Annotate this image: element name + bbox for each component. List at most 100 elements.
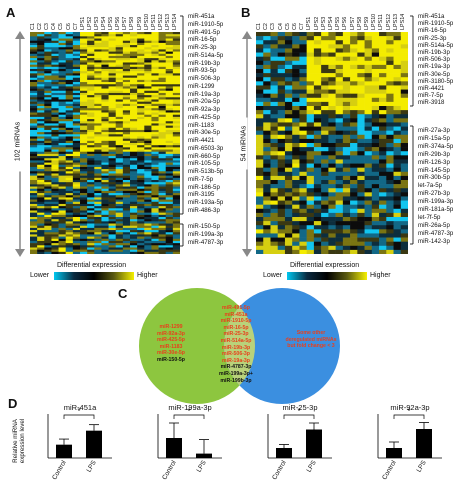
heatmap-cell bbox=[158, 119, 167, 122]
heatmap-cell bbox=[130, 34, 138, 37]
heatmap-cell bbox=[342, 89, 351, 94]
bar bbox=[166, 438, 182, 458]
heatmap-cell bbox=[130, 99, 138, 102]
heatmap-cell bbox=[328, 159, 336, 164]
heatmap-cell bbox=[65, 47, 74, 50]
heatmap-cell bbox=[115, 53, 124, 57]
heatmap-cell bbox=[393, 114, 402, 119]
heatmap-cell bbox=[158, 36, 167, 39]
heatmap-cell bbox=[321, 225, 329, 230]
heatmap-cell bbox=[137, 217, 145, 220]
heatmap-cell bbox=[144, 108, 152, 111]
heatmap-cell bbox=[80, 249, 88, 253]
heatmap-cell bbox=[130, 125, 138, 129]
heatmap-cell bbox=[350, 56, 358, 62]
heatmap-cell bbox=[44, 219, 52, 222]
mirna-label: miR-30e-5p bbox=[418, 70, 450, 78]
heatmap-cell bbox=[335, 175, 344, 181]
heatmap-cell bbox=[101, 66, 109, 70]
heatmap-cell bbox=[144, 175, 152, 179]
heatmap-cell bbox=[87, 149, 95, 153]
heatmap-cell bbox=[80, 60, 88, 63]
heatmap-cell bbox=[115, 201, 124, 205]
heatmap-cell bbox=[321, 32, 329, 37]
heatmap-cell bbox=[130, 234, 138, 237]
heatmap-cell bbox=[37, 149, 45, 153]
heatmap-cell bbox=[65, 108, 74, 111]
heatmap-cell bbox=[72, 221, 81, 224]
heatmap-cell bbox=[165, 84, 174, 87]
heatmap-cell bbox=[44, 86, 52, 89]
heatmap-cell bbox=[80, 240, 88, 244]
heatmap-cell bbox=[357, 196, 365, 201]
heatmap-cell bbox=[94, 151, 102, 155]
heatmap-cell bbox=[44, 38, 52, 42]
heatmap-cell bbox=[108, 180, 117, 183]
heatmap-cell bbox=[328, 163, 336, 168]
heatmap-cell bbox=[94, 51, 102, 55]
heatmap-cell bbox=[87, 62, 95, 65]
heatmap-cell bbox=[80, 45, 88, 48]
heatmap-cell bbox=[158, 225, 167, 229]
heatmap-cell bbox=[30, 223, 38, 227]
heatmap-cell bbox=[277, 249, 286, 254]
heatmap-cell bbox=[65, 86, 74, 89]
heatmap-cell bbox=[270, 101, 279, 107]
heatmap-cell bbox=[87, 51, 95, 55]
heatmap-cell bbox=[144, 127, 152, 131]
heatmap-cell bbox=[386, 217, 394, 222]
legend-b-low: Lower bbox=[263, 272, 283, 279]
heatmap-cell bbox=[87, 236, 95, 240]
heatmap-cell bbox=[172, 169, 180, 172]
heatmap-cell bbox=[371, 118, 380, 123]
mirna-label: miR-4421 bbox=[188, 137, 215, 144]
heatmap-cell bbox=[371, 175, 380, 181]
heatmap-cell bbox=[58, 49, 67, 52]
heatmap-cell bbox=[58, 114, 67, 118]
heatmap-cell bbox=[151, 79, 159, 83]
heatmap-cell bbox=[371, 241, 380, 247]
heatmap-cell bbox=[108, 243, 117, 246]
heatmap-cell bbox=[335, 245, 344, 251]
heatmap-cell bbox=[37, 186, 45, 190]
heatmap-cell bbox=[144, 171, 152, 174]
heatmap-cell bbox=[364, 81, 373, 86]
heatmap-cell bbox=[263, 97, 271, 103]
heatmap-cell bbox=[130, 114, 138, 118]
heatmap-cell bbox=[158, 60, 167, 63]
heatmap-cell bbox=[101, 79, 109, 83]
heatmap-cell bbox=[101, 206, 109, 209]
heatmap-cell bbox=[94, 232, 102, 235]
heatmap-cell bbox=[80, 73, 88, 76]
heatmap-cell bbox=[137, 188, 145, 192]
heatmap-cell bbox=[58, 140, 67, 144]
heatmap-cell bbox=[371, 64, 380, 70]
heatmap-cell bbox=[263, 221, 271, 226]
heatmap-cell bbox=[165, 177, 174, 181]
heatmap-cell bbox=[335, 73, 344, 78]
heatmap-cell bbox=[299, 249, 307, 254]
heatmap-cell bbox=[137, 110, 145, 113]
heatmap-cell bbox=[130, 110, 138, 113]
heatmap-cell bbox=[58, 203, 67, 207]
heatmap-cell bbox=[321, 48, 329, 53]
heatmap-cell bbox=[65, 208, 74, 211]
heatmap-a-column-label: LPS12 bbox=[157, 13, 164, 30]
heatmap-cell bbox=[313, 106, 322, 111]
heatmap-cell bbox=[122, 180, 131, 183]
heatmap-cell bbox=[101, 84, 109, 87]
heatmap-cell bbox=[357, 126, 365, 131]
heatmap-cell bbox=[144, 60, 152, 63]
heatmap-cell bbox=[263, 171, 271, 177]
heatmap-cell bbox=[65, 49, 74, 52]
heatmap-cell bbox=[137, 195, 145, 198]
heatmap-cell bbox=[284, 44, 293, 49]
heatmap-cell bbox=[80, 193, 88, 196]
heatmap-cell bbox=[386, 106, 394, 111]
heatmap-cell bbox=[321, 212, 329, 218]
heatmap-cell bbox=[292, 36, 300, 41]
heatmap-cell bbox=[299, 85, 307, 90]
heatmap-cell bbox=[87, 77, 95, 81]
heatmap-cell bbox=[371, 89, 380, 94]
heatmap-cell bbox=[335, 217, 344, 222]
